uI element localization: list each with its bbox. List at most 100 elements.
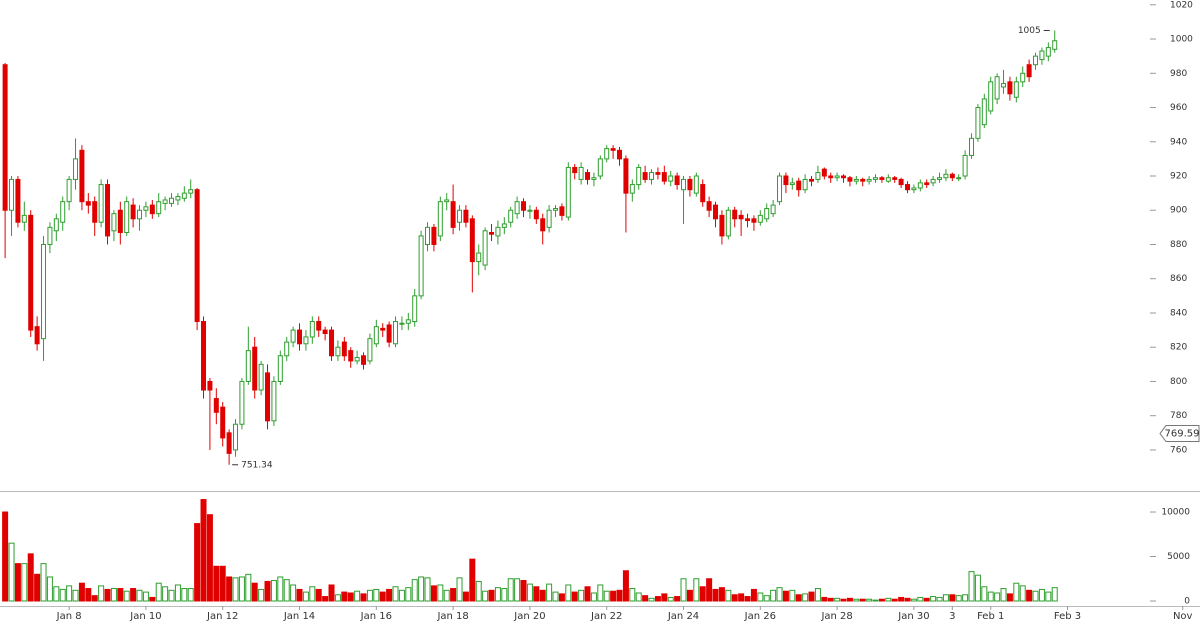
candle-body [21,214,27,223]
candle-body [124,201,130,234]
volume-bar [386,588,393,602]
candle-body [457,209,463,223]
candle-body [201,321,207,391]
volume-bar [360,593,367,602]
candle-body [674,175,680,186]
volume-bar [424,577,431,602]
volume-bar [315,588,322,602]
volume-bar [398,589,405,602]
volume-bar [942,594,949,602]
volume-bar [962,594,969,602]
y-tick-label: 1000 [1170,35,1193,45]
candle-body [463,209,469,223]
volume-bar [859,598,866,602]
candle-body [841,175,847,179]
candle-body [789,182,795,186]
candle-body [425,226,431,245]
volume-bar [981,586,988,602]
y-tick-label: 800 [1170,377,1187,387]
volume-bar [680,578,687,602]
volume-bar [341,591,348,602]
volume-bar [347,592,354,602]
volume-bar [878,598,885,602]
volume-bar [373,588,380,602]
candle-body [687,178,693,191]
candle-body [975,107,981,139]
candle-body [764,208,770,220]
volume-bar [1000,588,1007,602]
volume-bar [168,589,175,602]
volume-bar [654,596,661,602]
candle-body [930,178,936,184]
last-price-label: 769.59 [1165,429,1200,440]
candle-body [636,166,642,186]
volume-bar [853,598,860,602]
y-tick-label: 960 [1170,103,1187,113]
volume-bar [571,591,578,602]
candle-body [559,206,565,216]
candle-body [533,209,539,220]
volume-bar [590,592,597,602]
candle-body [508,209,514,223]
candle-body [53,218,59,232]
volume-bar [661,593,668,602]
candle-body [277,355,283,382]
volume-bar [392,586,399,602]
volume-bar [1006,593,1013,602]
candle-body [719,214,725,237]
x-tick-label: Jan 24 [667,611,699,622]
candle-body [98,184,104,223]
candle-body [770,204,776,215]
candle-body [809,178,815,182]
candle-body [309,321,315,338]
candle-body [501,223,507,228]
x-tick-label: Jan 16 [360,611,392,622]
candle-body [597,158,603,177]
volume-bar [546,583,553,602]
x-tick-label: Jan 26 [744,611,776,622]
candle-body [860,178,866,182]
candle-body [1045,47,1051,57]
candle-body [585,172,591,180]
candle-body [252,346,258,391]
volume-bar [1045,591,1052,602]
candle-body [380,327,386,331]
volume-bar [123,590,130,602]
volume-bar [130,588,137,602]
volume-bar [181,588,188,602]
y-tick-label: 760 [1170,445,1187,455]
volume-bar [603,590,610,602]
x-tick-label: Jan 28 [820,611,852,622]
candle-body [2,64,8,211]
y-tick-label: 820 [1170,343,1187,353]
candle-body [213,398,219,413]
volume-bar [238,576,245,602]
volume-bar [1038,588,1045,602]
candle-body [873,177,879,180]
volume-bar [85,588,92,602]
volume-bar [808,591,815,602]
volume-bar [322,596,329,602]
candle-body [169,197,175,204]
low-annotation: 751.34 [241,460,273,470]
volume-bar [494,587,501,602]
candle-body [47,226,53,245]
volume-bar [693,578,700,602]
candle-body [661,172,667,182]
volume-bar [53,586,60,602]
candle-body [233,423,239,451]
volume-bar [814,588,821,602]
candle-body [578,166,584,180]
volume-bar [712,588,719,602]
volume-bar [104,588,111,602]
candle-body [303,336,309,345]
volume-bar [891,598,898,602]
candle-body [418,235,424,297]
candle-body [469,218,475,263]
candle-body [348,350,354,362]
candle-body [34,326,40,345]
volume-bar [558,593,565,602]
volume-bar [277,576,284,602]
candle-body [149,204,155,215]
